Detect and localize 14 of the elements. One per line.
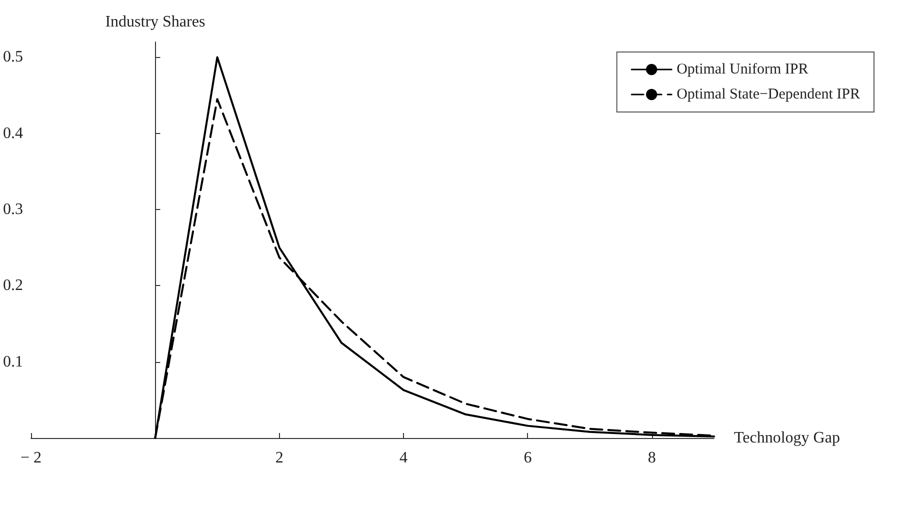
x-tick-label: − 2 bbox=[20, 450, 42, 466]
legend-label: Optimal State−Dependent IPR bbox=[676, 86, 860, 102]
y-tick-label: 0.2 bbox=[3, 277, 23, 294]
y-tick-label: 0.5 bbox=[3, 48, 23, 66]
x-axis-title: Technology Gap bbox=[734, 430, 840, 446]
x-tick-label: 8 bbox=[648, 450, 656, 466]
x-tick-label: 4 bbox=[400, 450, 408, 466]
legend-label: Optimal Uniform IPR bbox=[676, 62, 808, 78]
y-axis-title: Industry Shares bbox=[105, 14, 206, 30]
x-tick-label: 6 bbox=[524, 450, 532, 466]
y-tick-label: 0.4 bbox=[3, 124, 23, 142]
y-tick-label: 0.3 bbox=[3, 201, 23, 218]
y-tick-label: 0.1 bbox=[3, 353, 23, 370]
x-tick-label: 2 bbox=[275, 450, 284, 466]
